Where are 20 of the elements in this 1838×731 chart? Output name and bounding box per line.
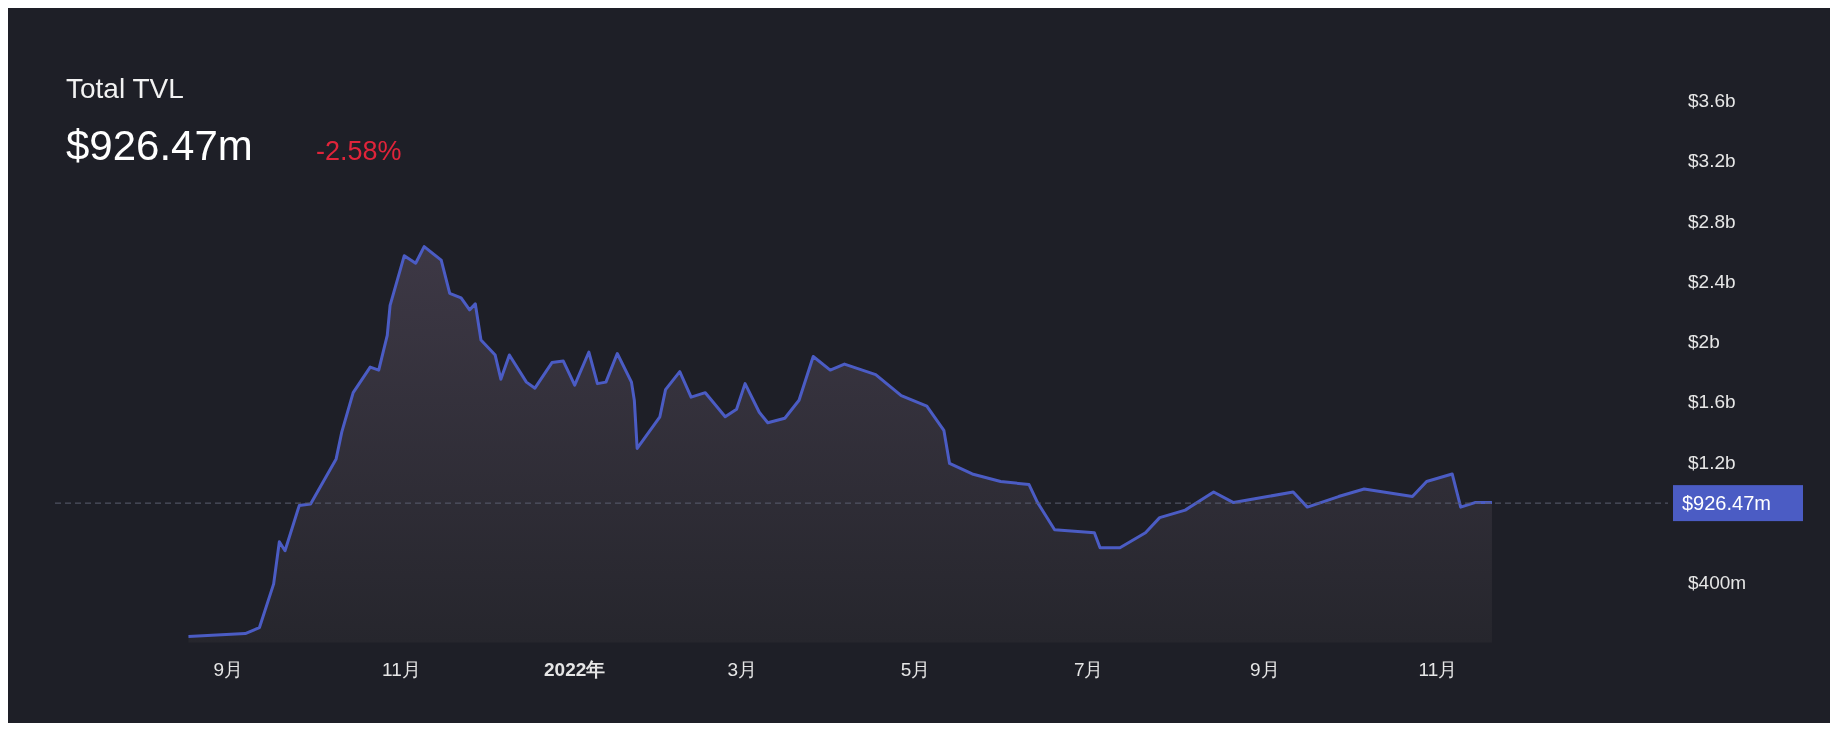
y-tick-label: $2.8b — [1688, 210, 1736, 232]
y-tick-label: $2.4b — [1688, 270, 1736, 292]
y-tick-label: $400m — [1688, 572, 1747, 594]
x-tick-label: 9月 — [213, 659, 244, 680]
y-tick-label: $1.6b — [1688, 391, 1736, 413]
chart-title: Total TVL — [66, 73, 184, 104]
x-tick-label: 11月 — [382, 659, 421, 680]
annotation: -2.58% — [316, 136, 402, 166]
y-tick-label: $2b — [1688, 331, 1720, 353]
x-tick-label: 7月 — [1073, 659, 1104, 680]
ref-line-label: $926.47m — [1682, 492, 1771, 515]
x-tick-label: 5月 — [900, 659, 931, 680]
y-tick-label: $1.2b — [1688, 451, 1736, 473]
x-tick-label: 9月 — [1249, 659, 1280, 680]
y-tick-label: $3.2b — [1688, 150, 1736, 172]
x-tick-label: 2022年 — [544, 659, 606, 680]
text: $926.47m — [66, 122, 253, 169]
x-tick-label: 3月 — [727, 659, 758, 680]
y-tick-label: $3.6b — [1688, 90, 1736, 112]
x-tick-label: 11月 — [1418, 659, 1458, 680]
